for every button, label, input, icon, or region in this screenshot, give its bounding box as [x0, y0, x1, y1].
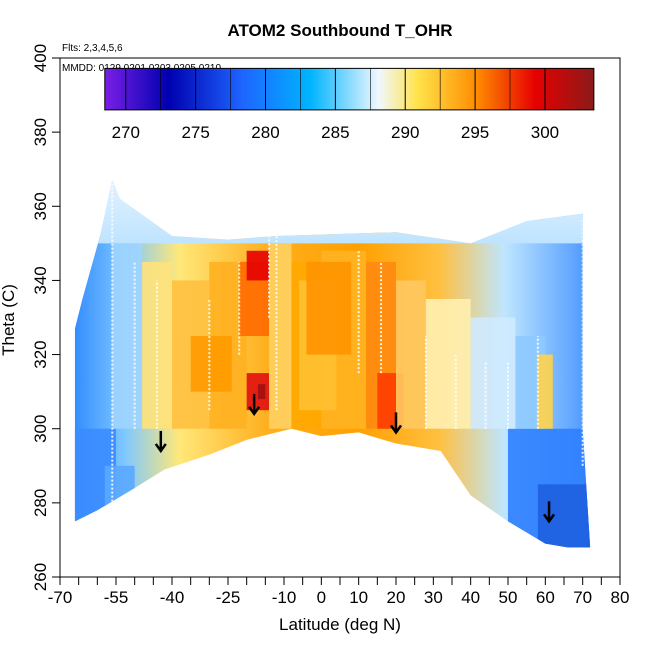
field-cell — [470, 317, 516, 429]
field-cell — [112, 243, 143, 429]
x-tick-label: 50 — [499, 588, 518, 607]
colorbar-gradient — [104, 67, 595, 111]
x-tick-label: 0 — [317, 588, 326, 607]
colorbar-tick-label: 275 — [181, 123, 209, 142]
annotation-arrows — [154, 393, 556, 524]
colorbar-tick-label: 280 — [251, 123, 279, 142]
x-tick-label: -10 — [272, 588, 297, 607]
x-axis: -70 -55 -40 -25 -10 0 10 20 30 40 50 60 70 80 — [48, 576, 630, 607]
x-tick-label: 80 — [611, 588, 630, 607]
x-tick-label: -25 — [216, 588, 241, 607]
y-tick-label: 380 — [31, 118, 50, 146]
x-tick-label: -40 — [160, 588, 185, 607]
x-tick-label: 40 — [461, 588, 480, 607]
field-cell — [537, 484, 591, 548]
field-cell — [246, 250, 270, 281]
arrow-down-icon — [543, 501, 556, 524]
field-cell — [104, 465, 135, 548]
colorbar-tick-label: 300 — [531, 123, 559, 142]
y-tick-label: 280 — [31, 489, 50, 517]
chart-title: ATOM2 Southbound T_OHR — [227, 21, 452, 40]
x-axis-label: Latitude (deg N) — [279, 615, 401, 634]
x-tick-label: -70 — [48, 588, 73, 607]
y-tick-label: 340 — [31, 266, 50, 294]
field-cell — [396, 280, 426, 429]
colorbar-tick-label: 270 — [112, 123, 140, 142]
arrow-down-icon — [154, 430, 167, 454]
y-tick-label: 300 — [31, 415, 50, 443]
y-axis: 260 280 300 320 340 360 380 400 — [31, 44, 60, 591]
arrow-down-icon — [389, 412, 403, 435]
colorbar-tick-label: 295 — [461, 123, 489, 142]
y-axis-label: Theta (C) — [0, 284, 18, 356]
x-tick-label: 70 — [573, 588, 592, 607]
field-cell — [306, 261, 352, 355]
field-cell — [425, 298, 471, 429]
field-cell — [257, 384, 266, 400]
x-tick-label: 20 — [387, 588, 406, 607]
x-tick-label: -55 — [104, 588, 129, 607]
y-tick-label: 320 — [31, 340, 50, 368]
x-tick-label: 10 — [349, 588, 368, 607]
x-tick-label: 60 — [536, 588, 555, 607]
flights-subtitle: Flts: 2,3,4,5,6 — [62, 43, 123, 54]
field-upper — [97, 180, 591, 244]
field-cell — [142, 261, 172, 429]
heatmap-field — [74, 180, 591, 548]
arrow-down-icon — [248, 393, 261, 417]
y-tick-label: 360 — [31, 192, 50, 220]
y-tick-label: 260 — [31, 563, 50, 591]
colorbar: 270 275 280 285 290 295 300 — [104, 67, 595, 142]
field-cell — [537, 354, 553, 429]
colorbar-tick-label: 285 — [321, 123, 349, 142]
x-tick-label: 30 — [424, 588, 443, 607]
colorbar-tick-label: 290 — [391, 123, 419, 142]
y-tick-label: 400 — [31, 44, 50, 72]
field-cell — [269, 243, 292, 429]
field-cell — [190, 336, 232, 392]
